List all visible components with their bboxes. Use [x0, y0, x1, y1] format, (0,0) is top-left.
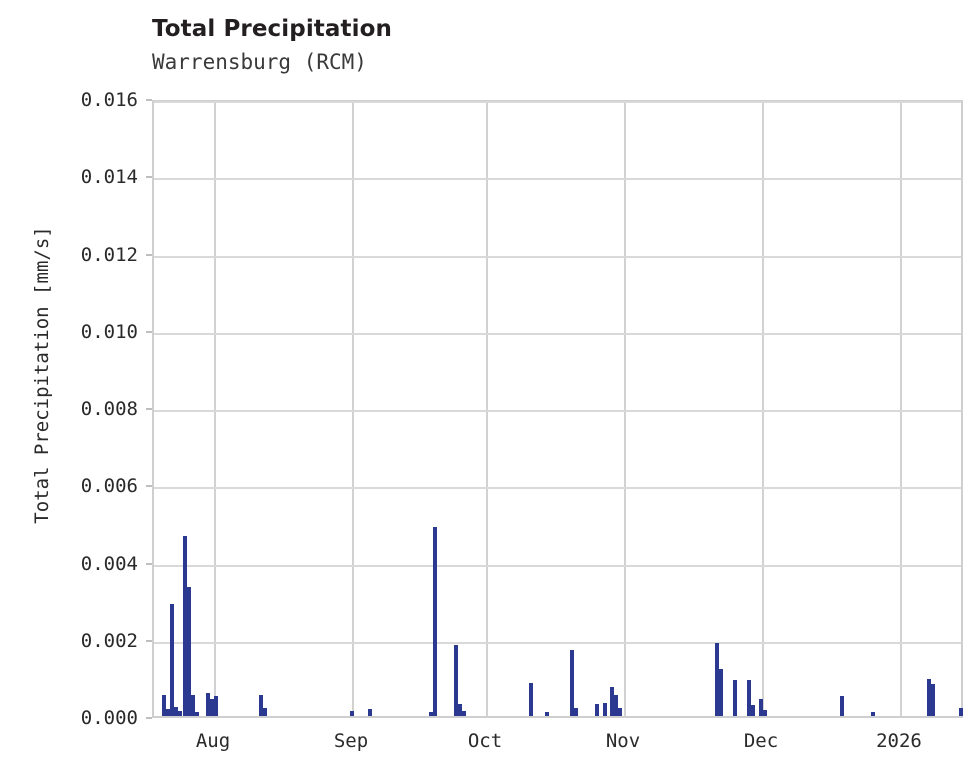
bar [429, 712, 433, 716]
x-tick-label: Oct [467, 730, 503, 752]
x-tick-label: 2026 [876, 730, 922, 752]
bar [871, 711, 875, 716]
gridline-horizontal [154, 487, 961, 490]
bar [368, 709, 372, 716]
bar [595, 703, 599, 716]
bar [178, 711, 182, 716]
y-tick-label: 0.004 [80, 552, 138, 575]
gridline-vertical [352, 102, 354, 716]
gridline-vertical [624, 102, 626, 716]
chart-subtitle: Warrensburg (RCM) [152, 50, 367, 74]
y-tick-label: 0.014 [80, 166, 138, 189]
y-tick-label: 0.000 [80, 707, 138, 729]
gridline-vertical [900, 102, 902, 716]
y-tick-label: 0.008 [80, 398, 138, 420]
bar [763, 710, 767, 716]
y-tick-label: 0.010 [80, 320, 138, 343]
gridline-horizontal [154, 255, 961, 258]
bar [715, 642, 719, 716]
plot-area [152, 100, 963, 718]
bar [931, 683, 935, 716]
bar [166, 709, 170, 716]
bar [529, 683, 533, 716]
bar [614, 694, 618, 716]
bar [610, 687, 614, 716]
gridline-horizontal [154, 564, 961, 567]
bar [545, 712, 549, 716]
bar [733, 679, 737, 716]
bar [454, 644, 458, 716]
x-tick-label: Dec [743, 730, 779, 752]
bar [433, 526, 437, 716]
bar [603, 702, 607, 716]
gridline-horizontal [154, 332, 961, 335]
bar [462, 710, 466, 716]
gridline-vertical [486, 102, 488, 716]
x-tick-label: Sep [333, 730, 369, 752]
bar [195, 712, 199, 716]
x-tick-label: Aug [195, 730, 231, 752]
bar-series [154, 102, 963, 716]
bar [170, 604, 174, 716]
bar [719, 668, 723, 716]
y-tick-label: 0.012 [80, 243, 138, 266]
y-tick-label: 0.006 [80, 475, 138, 498]
bar [570, 649, 574, 716]
bar [187, 587, 191, 716]
bar [162, 694, 166, 716]
bar [191, 694, 195, 716]
bar [263, 707, 267, 716]
gridline-horizontal [154, 178, 961, 181]
gridline-vertical [762, 102, 764, 716]
page-title: Total Precipitation [152, 16, 392, 42]
bar [759, 699, 763, 716]
x-tick-label: Nov [605, 730, 641, 752]
y-tick-label: 0.016 [80, 89, 138, 111]
y-axis-label: Total Precipitation [mm/s] [31, 226, 53, 524]
bar [840, 695, 844, 716]
bar [458, 703, 462, 716]
bar [751, 705, 755, 716]
bar [174, 706, 178, 716]
bar [959, 707, 963, 716]
bar [927, 678, 931, 716]
bar [210, 698, 214, 716]
gridline-horizontal [154, 641, 961, 644]
gridline-horizontal [154, 101, 961, 103]
bar [206, 692, 210, 716]
bar [618, 707, 622, 716]
gridline-horizontal [154, 410, 961, 412]
gridline-vertical [214, 102, 216, 716]
bar [214, 695, 218, 716]
bar [350, 711, 354, 716]
bar [747, 680, 751, 716]
bar [259, 694, 263, 716]
bar [183, 536, 187, 716]
y-tick-label: 0.002 [80, 629, 138, 652]
bar [574, 708, 578, 716]
